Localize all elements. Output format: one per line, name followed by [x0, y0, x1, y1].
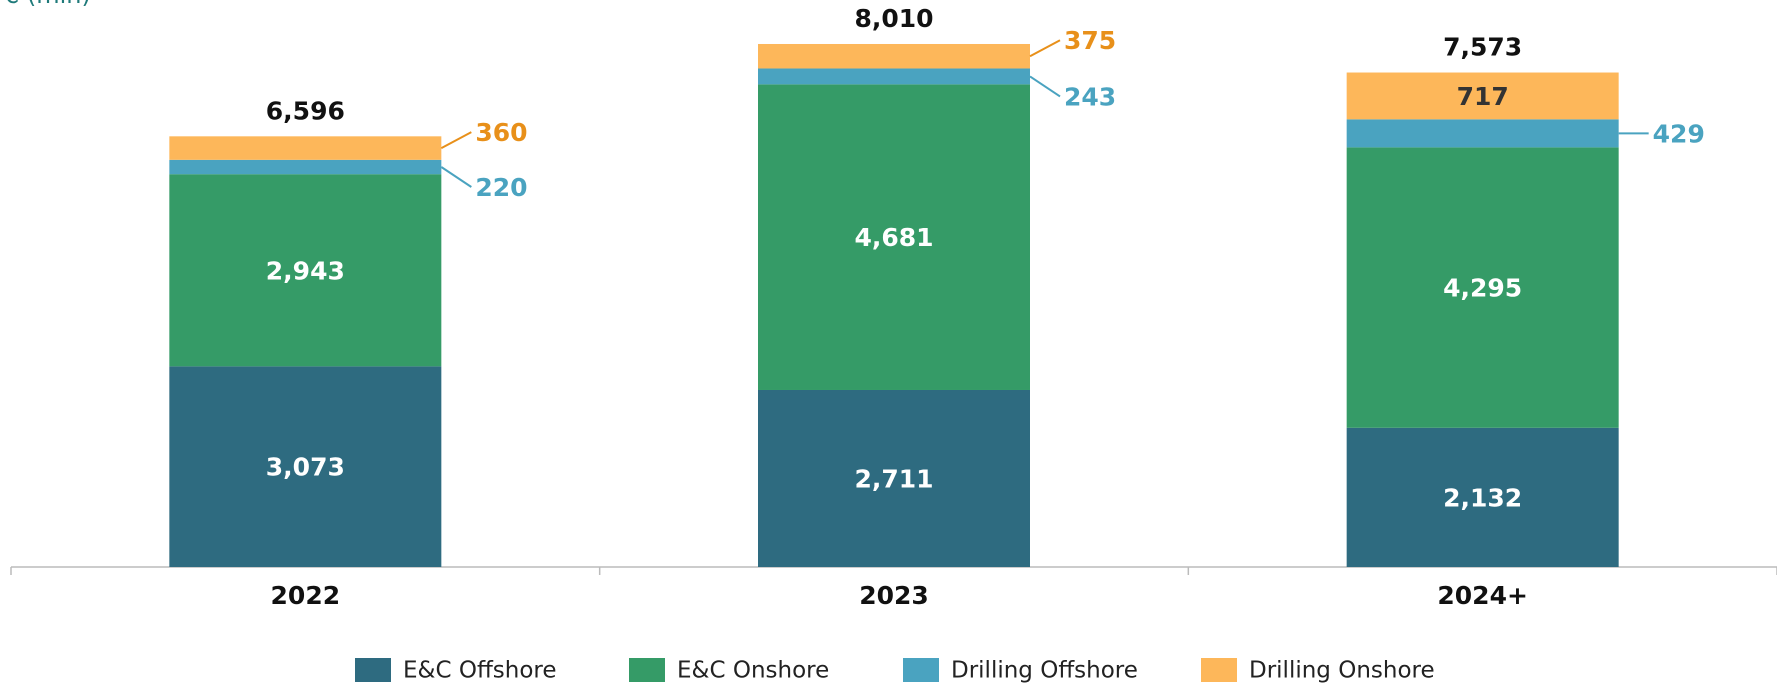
bar-segment: [758, 84, 1030, 390]
leader-line: [1029, 39, 1061, 58]
legend-swatch: [1201, 658, 1237, 682]
bar-segment: [169, 174, 442, 367]
legend-label: E&C Onshore: [677, 658, 829, 684]
bar-segment: [169, 136, 442, 160]
bar-segment: [1346, 72, 1619, 120]
legend-label: E&C Offshore: [403, 658, 557, 684]
chart-subtitle: € (mln): [4, 0, 91, 9]
data-label: 3,073: [266, 453, 345, 482]
total-label: 7,573: [1443, 33, 1522, 62]
data-label: 360: [475, 118, 527, 147]
legend-swatch: [903, 658, 939, 682]
bar-segment: [1346, 427, 1619, 567]
bar-segment: [1346, 119, 1619, 148]
bar-segment: [1346, 147, 1619, 428]
bar-segment: [758, 43, 1030, 69]
data-label: 220: [475, 173, 527, 202]
data-label: 243: [1064, 82, 1116, 111]
x-tick-label: 2022: [271, 581, 341, 610]
legend-label: Drilling Offshore: [951, 658, 1138, 684]
x-tick-label: 2023: [859, 581, 929, 610]
total-label: 6,596: [266, 96, 345, 125]
data-label: 4,295: [1443, 274, 1522, 303]
data-label: 717: [1457, 82, 1509, 111]
bar-segment: [169, 159, 442, 175]
legend-swatch: [629, 658, 665, 682]
bar-segment: [758, 68, 1030, 85]
leader-line: [440, 131, 472, 149]
data-label: 2,132: [1443, 483, 1522, 512]
leader-line: [1029, 75, 1061, 98]
data-label: 429: [1653, 119, 1705, 148]
legend-swatch: [355, 658, 391, 682]
leader-line: [440, 166, 472, 188]
legend-label: Drilling Onshore: [1249, 658, 1435, 684]
bar-segment: [169, 366, 442, 567]
data-label: 4,681: [854, 223, 933, 252]
bar-segment: [758, 389, 1030, 567]
data-label: 375: [1064, 26, 1116, 55]
data-label: 2,943: [266, 256, 345, 285]
data-label: 2,711: [854, 464, 933, 493]
total-label: 8,010: [854, 4, 933, 33]
x-tick-label: 2024+: [1437, 581, 1528, 610]
